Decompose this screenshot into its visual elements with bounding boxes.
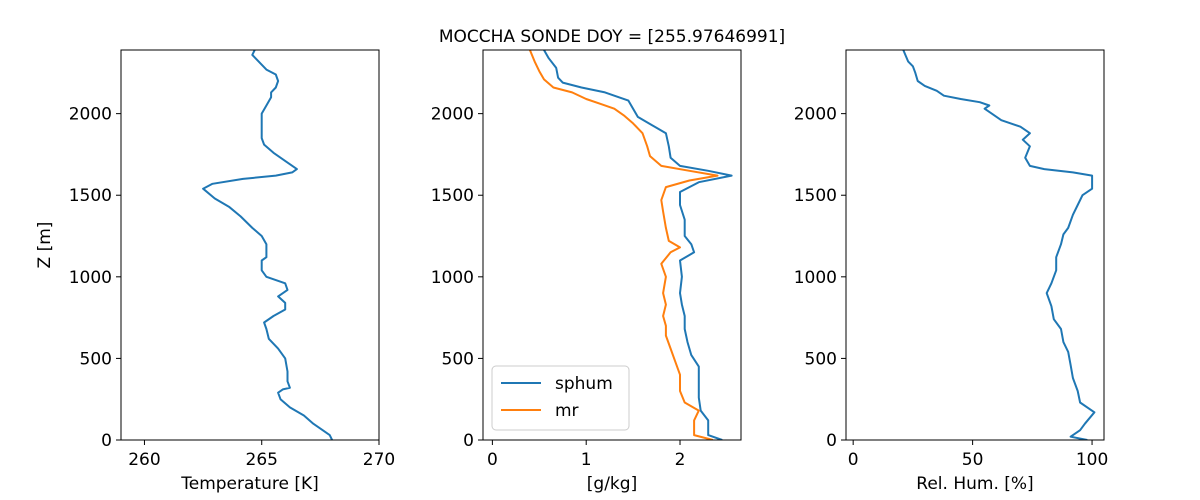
- y-tick-label: 0: [463, 431, 474, 451]
- axes-panel-2: 0 1 2 0 500 1000 1500 2000 [g/kg] sphum mr: [431, 49, 742, 494]
- axes-panel-1: 260 265 270 0 500 1000 1500 2000 Temperature [K]…: [35, 49, 395, 494]
- y-axis-label: Z [m]: [35, 222, 55, 269]
- x-tick-label: 0: [487, 450, 498, 470]
- y-tick-label: 2000: [794, 105, 837, 125]
- x-tick-label: 0: [848, 450, 859, 470]
- series-line-mr-panel-2: [528, 50, 719, 440]
- y-tick-label: 0: [826, 431, 837, 451]
- series-line-sphum-panel-2: [543, 50, 733, 440]
- figure-title: MOCCHA SONDE DOY = [255.97646991]: [439, 27, 785, 47]
- x-tick-label: 270: [363, 450, 395, 470]
- y-tick-label: 500: [442, 349, 474, 369]
- y-tick-label: 1000: [69, 268, 112, 288]
- x-tick-label: 260: [128, 450, 160, 470]
- legend-label-sphum: sphum: [555, 374, 613, 394]
- y-tick-label: 1500: [794, 186, 837, 206]
- y-tick-label: 2000: [431, 105, 474, 125]
- x-axis-label: Rel. Hum. [%]: [916, 474, 1033, 494]
- x-tick-label: 50: [962, 450, 984, 470]
- x-tick-label: 2: [675, 450, 686, 470]
- y-tick-label: 500: [80, 349, 112, 369]
- y-tick-label: 0: [101, 431, 112, 451]
- x-axis-label: [g/kg]: [587, 474, 637, 494]
- y-tick-label: 1000: [794, 268, 837, 288]
- legend-label-mr: mr: [555, 401, 579, 421]
- y-tick-label: 500: [805, 349, 837, 369]
- y-tick-label: 1500: [69, 186, 112, 206]
- axes-frame: [120, 49, 380, 441]
- x-tick-label: 1: [581, 450, 592, 470]
- y-tick-label: 1500: [431, 186, 474, 206]
- y-tick-label: 1000: [431, 268, 474, 288]
- x-tick-label: 265: [246, 450, 278, 470]
- series-line-profile-panel-3: [902, 50, 1096, 440]
- x-axis-label: Temperature [K]: [180, 474, 319, 494]
- axes-frame: [482, 49, 742, 441]
- x-tick-label: 100: [1076, 450, 1108, 470]
- legend: sphum mr: [491, 365, 630, 431]
- axes-frame: [845, 49, 1105, 441]
- series-line-profile-panel-1: [202, 50, 333, 440]
- y-tick-label: 2000: [69, 105, 112, 125]
